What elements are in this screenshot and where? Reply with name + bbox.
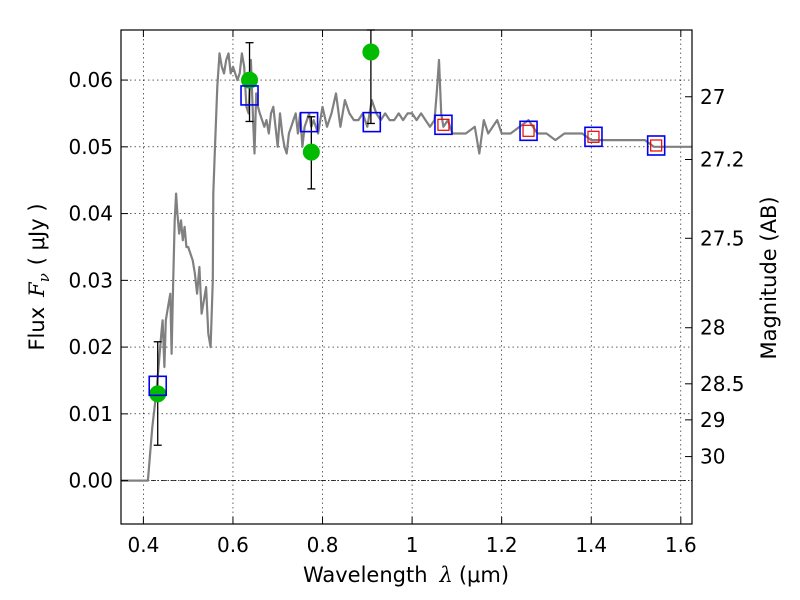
square-point-7 [646,135,666,156]
small-square-point-1 [522,124,535,137]
x-axis-title: Wavelength λ (μm) [303,563,509,587]
square-point-2 [299,111,319,133]
y-tick-label-3: 0.03 [68,268,113,292]
y-tick-label-0: 0.00 [68,469,113,493]
y-tick-label-6: 0.06 [68,68,113,92]
x-tick-label-2: 0.8 [307,533,339,557]
square-point-3 [362,111,382,133]
square-point-4 [434,114,453,136]
x-tick-label-6: 1.6 [665,533,697,557]
grid-lines [121,30,692,524]
y2-tick-label-4: 28.5 [700,372,745,396]
y2-tick-labels: 27 27.2 27.5 28 28.5 29 30 [700,85,745,469]
small-square-point-3 [650,139,663,152]
small-square-point-0 [437,118,450,131]
x-tick-label-4: 1.2 [486,533,518,557]
y-tick-labels: 0.00 0.01 0.02 0.03 0.04 0.05 0.06 [68,68,113,493]
y-tick-label-4: 0.04 [68,202,113,226]
square-point-6 [584,126,603,148]
square-point-5 [519,120,538,142]
errorbar-layer [153,29,375,446]
square-point-0 [148,375,168,397]
x-tick-label-3: 1 [406,533,419,557]
y-tick-label-1: 0.01 [68,402,113,426]
y2-tick-label-0: 27 [700,85,725,109]
marker-layer [148,43,666,403]
small-square-point-2 [587,130,600,143]
y2-tick-label-1: 27.2 [700,148,745,172]
y2-tick-label-6: 30 [700,445,725,469]
circle-point-2 [302,143,320,161]
y-tick-label-2: 0.02 [68,335,113,359]
y2-tick-label-5: 29 [700,408,725,432]
square-point-1 [240,85,259,106]
tick-marks [121,30,692,524]
y-axis-title: FluxFν( μJy ) [25,203,53,350]
x-tick-label-1: 0.6 [217,533,249,557]
spectrum-line [121,52,692,482]
spectrum-layer [121,52,692,482]
y2-tick-label-3: 28 [700,316,725,340]
x-tick-label-5: 1.4 [575,533,607,557]
y2-axis-title: Magnitude (AB) [757,196,781,359]
x-tick-label-0: 0.4 [127,533,159,557]
y-tick-label-5: 0.05 [68,135,113,159]
y2-tick-label-2: 27.5 [700,226,745,250]
x-tick-labels: 0.4 0.6 0.8 1 1.2 1.4 1.6 [127,533,696,557]
circle-point-0 [149,385,167,403]
circle-point-3 [362,43,380,61]
plot-frame [120,29,693,525]
circle-point-1 [241,71,259,89]
